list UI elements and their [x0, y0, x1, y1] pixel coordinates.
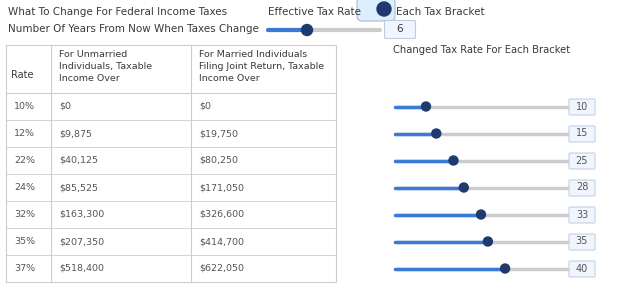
Text: Number Of Years From Now When Taxes Change: Number Of Years From Now When Taxes Chan… — [8, 24, 259, 34]
FancyBboxPatch shape — [357, 0, 395, 21]
Text: Each Tax Bracket: Each Tax Bracket — [396, 7, 485, 17]
FancyBboxPatch shape — [569, 207, 595, 223]
Circle shape — [484, 237, 492, 246]
Text: 40: 40 — [576, 263, 588, 274]
Text: $19,750: $19,750 — [199, 129, 238, 138]
FancyBboxPatch shape — [569, 126, 595, 142]
Text: Changed Tax Rate For Each Bracket: Changed Tax Rate For Each Bracket — [393, 45, 570, 55]
Text: 12%: 12% — [14, 129, 35, 138]
Text: 22%: 22% — [14, 156, 35, 165]
Circle shape — [421, 102, 431, 111]
Circle shape — [449, 156, 458, 165]
Text: For Unmarried
Individuals, Taxable
Income Over: For Unmarried Individuals, Taxable Incom… — [59, 50, 152, 83]
FancyBboxPatch shape — [569, 99, 595, 115]
FancyBboxPatch shape — [384, 21, 416, 38]
Circle shape — [301, 24, 313, 35]
Text: $0: $0 — [59, 102, 71, 111]
Text: $0: $0 — [199, 102, 211, 111]
Text: 28: 28 — [576, 182, 588, 193]
FancyBboxPatch shape — [569, 153, 595, 169]
Text: 10: 10 — [576, 102, 588, 111]
Text: 35: 35 — [576, 237, 588, 246]
Text: 32%: 32% — [14, 210, 35, 219]
Text: 25: 25 — [576, 156, 588, 165]
Text: $518,400: $518,400 — [59, 264, 104, 273]
Bar — [6, 45, 336, 282]
FancyBboxPatch shape — [569, 180, 595, 196]
Text: $171,050: $171,050 — [199, 183, 244, 192]
Text: $40,125: $40,125 — [59, 156, 98, 165]
Circle shape — [377, 2, 391, 16]
Text: $80,250: $80,250 — [199, 156, 238, 165]
Text: $163,300: $163,300 — [59, 210, 104, 219]
Circle shape — [432, 129, 441, 138]
Text: $414,700: $414,700 — [199, 237, 244, 246]
Text: 35%: 35% — [14, 237, 35, 246]
FancyBboxPatch shape — [569, 234, 595, 250]
Text: $9,875: $9,875 — [59, 129, 92, 138]
Text: $85,525: $85,525 — [59, 183, 98, 192]
Text: 6: 6 — [397, 24, 403, 34]
Text: Effective Tax Rate: Effective Tax Rate — [268, 7, 361, 17]
Text: $622,050: $622,050 — [199, 264, 244, 273]
Text: 10%: 10% — [14, 102, 35, 111]
FancyBboxPatch shape — [569, 261, 595, 277]
Text: 37%: 37% — [14, 264, 35, 273]
Text: What To Change For Federal Income Taxes: What To Change For Federal Income Taxes — [8, 7, 227, 17]
Circle shape — [459, 183, 468, 192]
Text: $326,600: $326,600 — [199, 210, 244, 219]
Circle shape — [477, 210, 485, 219]
Text: 24%: 24% — [14, 183, 35, 192]
Text: Rate: Rate — [11, 70, 34, 80]
Text: $207,350: $207,350 — [59, 237, 104, 246]
Text: 15: 15 — [576, 128, 588, 139]
Text: 33: 33 — [576, 209, 588, 220]
Circle shape — [500, 264, 510, 273]
Text: For Married Individuals
Filing Joint Return, Taxable
Income Over: For Married Individuals Filing Joint Ret… — [199, 50, 324, 83]
